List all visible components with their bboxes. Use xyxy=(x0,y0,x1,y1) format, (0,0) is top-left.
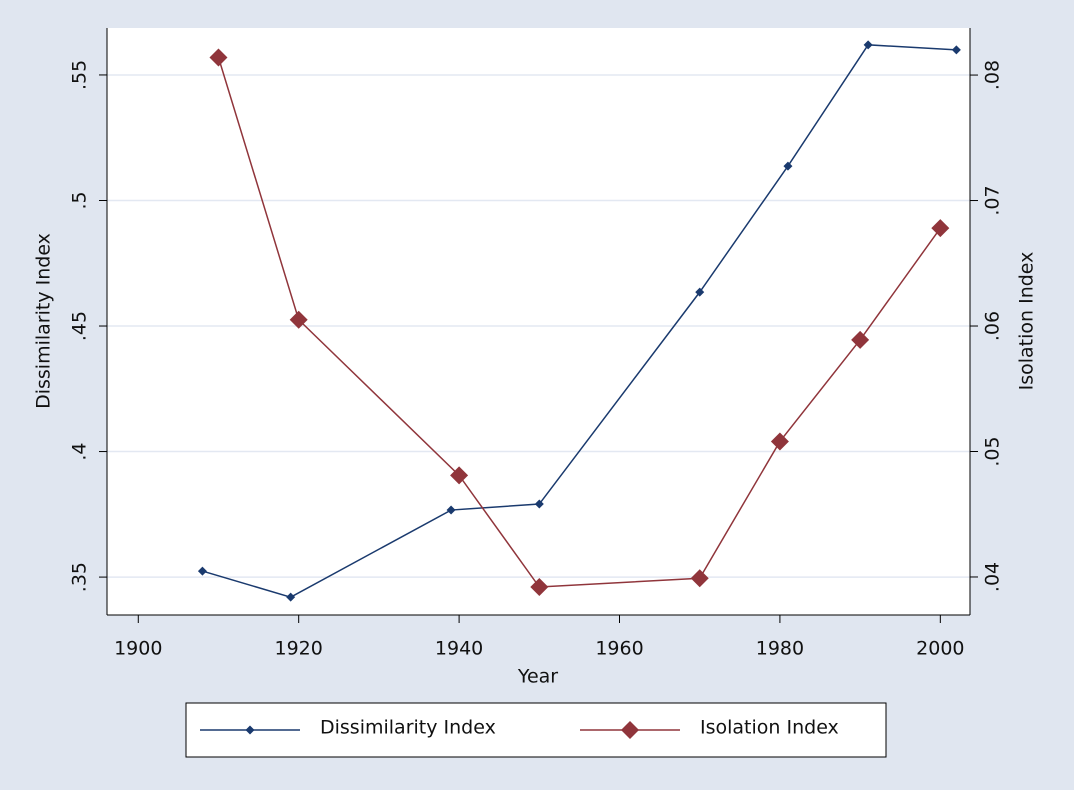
marker xyxy=(770,432,789,451)
marker xyxy=(851,330,870,349)
y-tick-label: .5 xyxy=(69,191,91,209)
marker xyxy=(931,219,950,238)
marker xyxy=(446,505,456,515)
marker xyxy=(951,45,961,55)
x-axis-title: Year xyxy=(517,666,558,688)
y-tick-label: .35 xyxy=(69,562,91,592)
marker xyxy=(209,48,228,67)
marker xyxy=(450,466,469,485)
x-tick-label: 1980 xyxy=(756,638,804,660)
y2-tick-label: .06 xyxy=(982,311,1004,341)
marker xyxy=(197,566,207,576)
y2-tick-label: .05 xyxy=(982,436,1004,466)
marker xyxy=(245,725,255,735)
marker xyxy=(690,569,709,588)
marker xyxy=(863,40,873,50)
y-tick-label: .55 xyxy=(69,60,91,90)
marker xyxy=(286,592,296,602)
y2-tick-label: .08 xyxy=(982,60,1004,90)
y2-axis-title: Isolation Index xyxy=(1016,252,1038,391)
legend-label: Dissimilarity Index xyxy=(320,717,496,739)
marker xyxy=(534,499,544,509)
marker xyxy=(530,578,549,597)
x-tick-label: 1960 xyxy=(595,638,643,660)
x-tick-label: 1940 xyxy=(435,638,483,660)
legend-box xyxy=(185,702,887,758)
plot-area xyxy=(107,28,970,615)
marker xyxy=(783,161,793,171)
y-tick-label: .45 xyxy=(69,311,91,341)
y-axis-title: Dissimilarity Index xyxy=(33,233,55,409)
series-line xyxy=(202,44,957,598)
x-tick-label: 1900 xyxy=(114,638,162,660)
marker xyxy=(695,287,705,297)
y2-tick-label: .04 xyxy=(982,562,1004,592)
y-tick-label: .4 xyxy=(69,442,91,460)
legend-label: Isolation Index xyxy=(700,717,839,739)
marker xyxy=(289,310,308,329)
x-tick-label: 1920 xyxy=(275,638,323,660)
x-tick-label: 2000 xyxy=(916,638,964,660)
marker xyxy=(621,721,639,739)
series-line xyxy=(217,57,941,588)
y2-tick-label: .07 xyxy=(982,185,1004,215)
